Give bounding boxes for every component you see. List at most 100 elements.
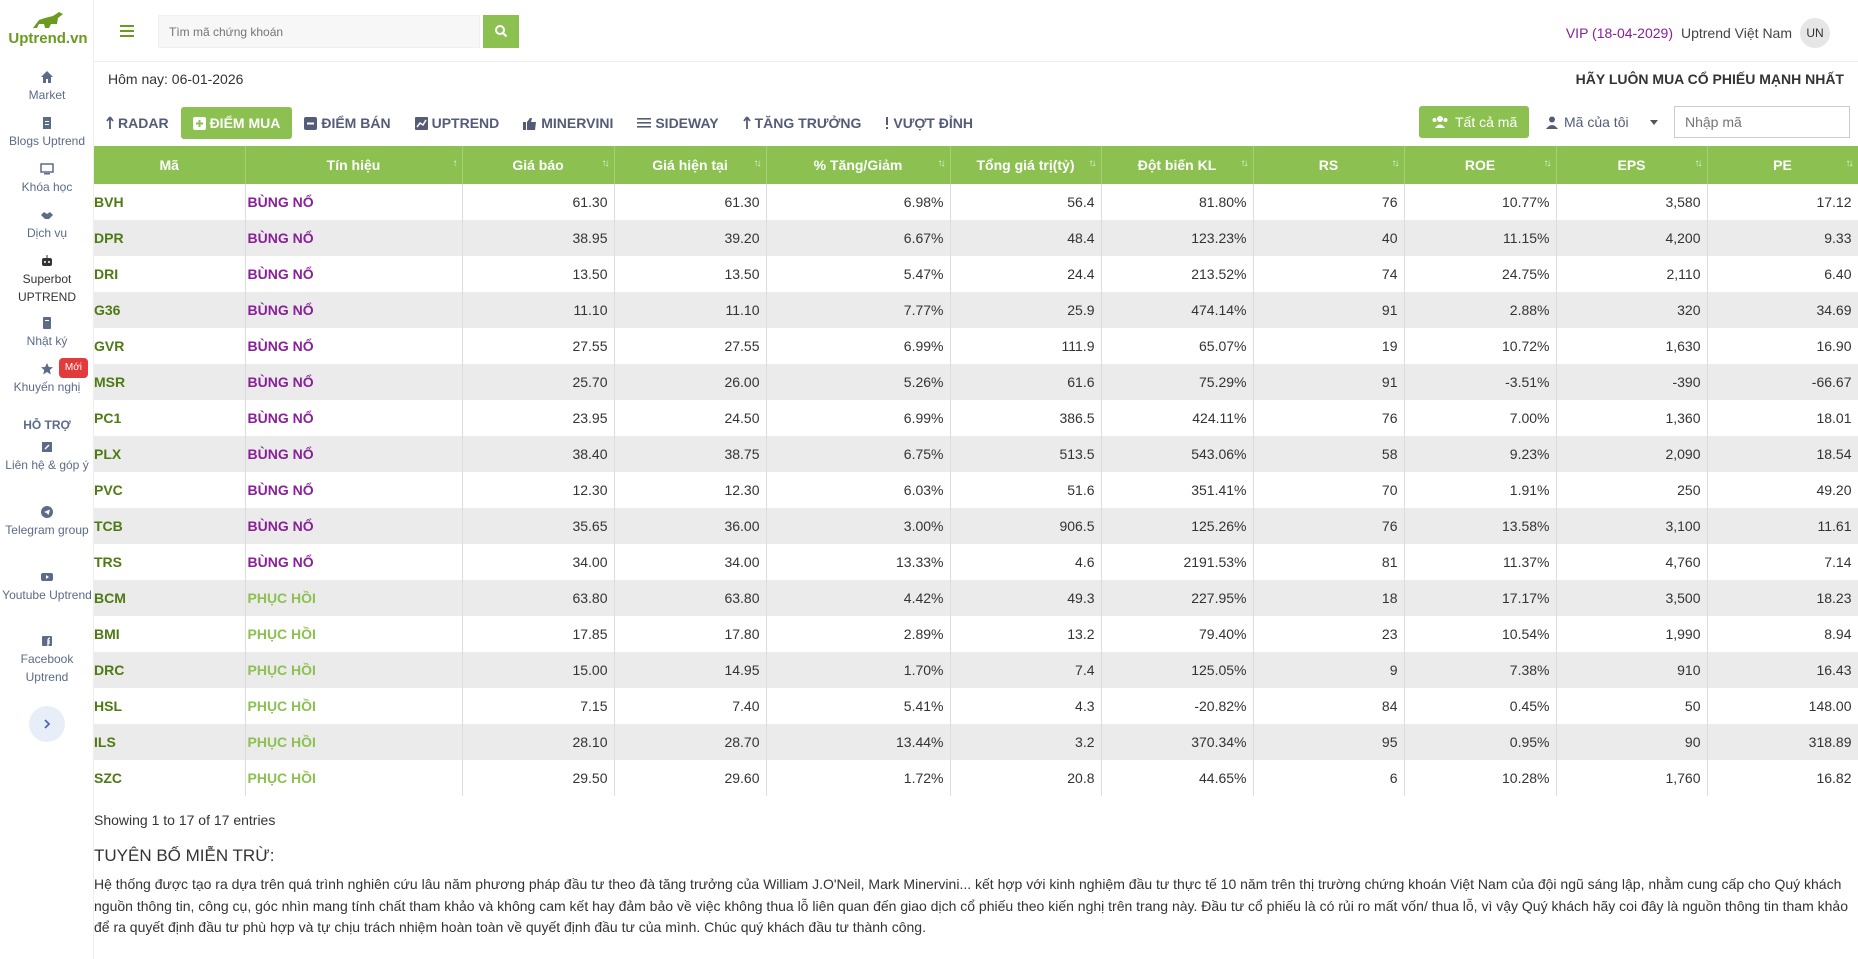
roe-cell: 0.45% [1404, 688, 1557, 724]
table-row[interactable]: BCM PHỤC HỒI 63.80 63.80 4.42% 49.3 227.95% 18 1… [94, 580, 1858, 616]
table-row[interactable]: DRI BÙNG NỔ 13.50 13.50 5.47% 24.4 213.52% 74 24… [94, 256, 1858, 292]
code-input[interactable] [1674, 106, 1850, 138]
sidebar-item-label: Dịch vụ [26, 226, 67, 240]
code-cell[interactable]: TCB [94, 508, 246, 544]
table-row[interactable]: HSL PHỤC HỒI 7.15 7.40 5.41% 4.3 -20.82% 84 0.45… [94, 688, 1858, 724]
current-price-cell: 36.00 [614, 508, 767, 544]
sidebar-item-youtube[interactable]: Youtube Uptrend [0, 570, 94, 604]
table-row[interactable]: DPR BÙNG NỔ 38.95 39.20 6.67% 48.4 123.23% 40 11… [94, 220, 1858, 256]
table-row[interactable]: BVH BÙNG NỔ 61.30 61.30 6.98% 56.4 81.80% 76 10.… [94, 184, 1858, 220]
roe-cell: 10.54% [1404, 616, 1557, 652]
sidebar-item-superbot[interactable]: Superbot UPTREND [0, 254, 94, 306]
my-codes-dropdown[interactable]: Mã của tôi [1540, 106, 1664, 138]
table-row[interactable]: DRC PHỤC HỒI 15.00 14.95 1.70% 7.4 125.05% 9 7.3… [94, 652, 1858, 688]
code-cell[interactable]: PVC [94, 472, 246, 508]
sidebar-item-telegram[interactable]: Telegram group [0, 505, 94, 539]
table-row[interactable]: BMI PHỤC HỒI 17.85 17.80 2.89% 13.2 79.40% 23 10… [94, 616, 1858, 652]
stock-search-input[interactable] [158, 15, 480, 48]
top-bar: VIP (18-04-2029) Uptrend Việt Nam UN [94, 0, 1858, 62]
column-header[interactable]: Tín hiệu ↑ [245, 146, 463, 184]
column-header[interactable]: ROE ↑↓ [1404, 146, 1557, 184]
table-row[interactable]: G36 BÙNG NỔ 11.10 11.10 7.77% 25.9 474.14% 91 2.… [94, 292, 1858, 328]
roe-cell: 9.23% [1404, 436, 1557, 472]
sidebar-item-services[interactable]: Dịch vụ [0, 208, 94, 242]
lines-icon [637, 118, 652, 128]
change-percent-cell: 2.89% [766, 616, 951, 652]
table-row[interactable]: PVC BÙNG NỔ 12.30 12.30 6.03% 51.6 351.41% 70 1.… [94, 472, 1858, 508]
sidebar-item-market[interactable]: Market [0, 70, 94, 104]
code-cell[interactable]: MSR [94, 364, 246, 400]
column-header[interactable]: Tổng giá trị(tỷ) ↑↓ [950, 146, 1102, 184]
column-header[interactable]: Giá hiện tại ↑↓ [614, 146, 767, 184]
column-header-label: PE [1773, 157, 1792, 173]
volume-spike-cell: 65.07% [1101, 328, 1254, 364]
code-cell[interactable]: HSL [94, 688, 246, 724]
eps-cell: 2,090 [1556, 436, 1708, 472]
tab-minervini[interactable]: MINERVINI [511, 107, 625, 139]
code-cell[interactable]: BMI [94, 616, 246, 652]
sidebar-item-courses[interactable]: Khóa học [0, 162, 94, 196]
sidebar-item-label: Superbot UPTREND [17, 272, 76, 304]
search-button[interactable] [483, 15, 519, 48]
column-header[interactable]: EPS ↑↓ [1556, 146, 1708, 184]
eps-cell: 320 [1556, 292, 1708, 328]
code-cell[interactable]: DRC [94, 652, 246, 688]
alert-price-cell: 13.50 [462, 256, 615, 292]
sidebar-item-journal[interactable]: Nhật ký [0, 316, 94, 350]
column-header[interactable]: PE ↑↓ [1707, 146, 1858, 184]
sidebar-item-recommendations[interactable]: Khuyến nghị Mới [0, 358, 94, 396]
sidebar-expand-button[interactable] [29, 706, 65, 742]
column-header[interactable]: RS ↑↓ [1253, 146, 1405, 184]
code-cell[interactable]: PLX [94, 436, 246, 472]
tab-sideway[interactable]: SIDEWAY [625, 107, 730, 139]
column-header[interactable]: Mã [94, 146, 246, 184]
pe-cell: 7.14 [1707, 544, 1858, 580]
table-row[interactable]: GVR BÙNG NỔ 27.55 27.55 6.99% 111.9 65.07% 19 10… [94, 328, 1858, 364]
all-codes-button[interactable]: Tất cả mã [1419, 106, 1530, 138]
roe-cell: 17.17% [1404, 580, 1557, 616]
tab-buy-point[interactable]: ĐIỂM MUA [180, 107, 293, 139]
table-row[interactable]: TCB BÙNG NỔ 35.65 36.00 3.00% 906.5 125.26% 76 1… [94, 508, 1858, 544]
change-percent-cell: 1.70% [766, 652, 951, 688]
pe-cell: 49.20 [1707, 472, 1858, 508]
tab-radar[interactable]: RADAR [94, 107, 181, 139]
table-row[interactable]: ILS PHỤC HỒI 28.10 28.70 13.44% 3.2 370.34% 95 0… [94, 724, 1858, 760]
code-cell[interactable]: DRI [94, 256, 246, 292]
volume-spike-cell: 424.11% [1101, 400, 1254, 436]
pe-cell: -66.67 [1707, 364, 1858, 400]
sort-icon: ↑↓ [1088, 158, 1097, 169]
user-name[interactable]: Uptrend Việt Nam [1680, 25, 1792, 41]
brand-logo[interactable]: Uptrend.vn [8, 10, 88, 52]
table-row[interactable]: TRS BÙNG NỔ 34.00 34.00 13.33% 4.6 2191.53% 81 1… [94, 544, 1858, 580]
change-percent-cell: 1.72% [766, 760, 951, 796]
tab-uptrend[interactable]: UPTREND [403, 107, 512, 139]
code-cell[interactable]: DPR [94, 220, 246, 256]
column-header[interactable]: Đột biến KL ↑↓ [1101, 146, 1254, 184]
avatar[interactable]: UN [1800, 18, 1830, 48]
alert-price-cell: 23.95 [462, 400, 615, 436]
menu-toggle-button[interactable] [120, 21, 134, 42]
table-row[interactable]: SZC PHỤC HỒI 29.50 29.60 1.72% 20.8 44.65% 6 10.… [94, 760, 1858, 796]
change-percent-cell: 13.33% [766, 544, 951, 580]
table-row[interactable]: MSR BÙNG NỔ 25.70 26.00 5.26% 61.6 75.29% 91 -3.… [94, 364, 1858, 400]
code-cell[interactable]: BVH [94, 184, 246, 220]
code-cell[interactable]: TRS [94, 544, 246, 580]
code-cell[interactable]: ILS [94, 724, 246, 760]
table-row[interactable]: PLX BÙNG NỔ 38.40 38.75 6.75% 513.5 543.06% 58 9… [94, 436, 1858, 472]
table-row[interactable]: PC1 BÙNG NỔ 23.95 24.50 6.99% 386.5 424.11% 76 7… [94, 400, 1858, 436]
code-cell[interactable]: GVR [94, 328, 246, 364]
current-price-cell: 39.20 [614, 220, 767, 256]
column-header[interactable]: % Tăng/Giảm ↑↓ [766, 146, 951, 184]
tab-sell-point[interactable]: ĐIỂM BÁN [292, 107, 402, 139]
code-cell[interactable]: G36 [94, 292, 246, 328]
column-header[interactable]: Giá báo ↑↓ [462, 146, 615, 184]
sidebar-item-contact[interactable]: Liên hệ & góp ý [0, 440, 94, 474]
code-cell[interactable]: PC1 [94, 400, 246, 436]
code-cell[interactable]: SZC [94, 760, 246, 796]
tab-breakout[interactable]: VƯỢT ĐỈNH [873, 107, 985, 139]
alert-price-cell: 38.40 [462, 436, 615, 472]
sidebar-item-facebook[interactable]: Facebook Uptrend [0, 634, 94, 686]
code-cell[interactable]: BCM [94, 580, 246, 616]
tab-growth[interactable]: TĂNG TRƯỞNG [731, 107, 874, 139]
sidebar-item-blogs[interactable]: Blogs Uptrend [0, 116, 94, 150]
